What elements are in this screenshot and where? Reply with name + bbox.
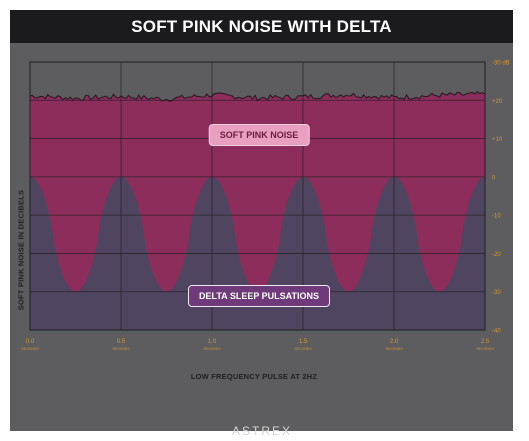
x-tick-label: 1.5 <box>299 339 308 345</box>
plot-border <box>29 61 486 331</box>
pink-noise-label: SOFT PINK NOISE <box>208 124 310 146</box>
y-tick-label: -40 <box>492 329 501 335</box>
y-axis-label: SOFT PINK NOISE IN DECIBELS <box>16 189 26 311</box>
delta-sleep-label: DELTA SLEEP PULSATIONS <box>187 285 331 307</box>
x-tick-label: 0.5 <box>117 339 126 345</box>
x-tick-unit: SECONDS <box>112 347 130 351</box>
y-tick-label: 0 <box>492 175 496 181</box>
x-tick-unit: SECONDS <box>385 347 403 351</box>
y-tick-label: -30 <box>492 290 501 296</box>
chart-title: SOFT PINK NOISE WITH DELTA <box>10 10 513 43</box>
x-tick-unit: SECONDS <box>476 347 494 351</box>
x-axis-label: LOW FREQUENCY PULSE AT 2HZ <box>190 372 318 381</box>
y-tick-label: +20 <box>492 99 503 105</box>
y-tick-label: +10 <box>492 137 503 143</box>
x-tick-label: 0.0 <box>26 339 35 345</box>
tick-labels: -30 dB +20 +10 0 -10 -20 -30 -40 0.0 SECONDS 0.5 SE… <box>21 61 509 352</box>
watermark: ASTREX <box>231 424 293 438</box>
x-tick-unit: SECONDS <box>203 347 221 351</box>
y-tick-label: -10 <box>492 214 501 220</box>
y-tick-label: -20 <box>492 252 501 258</box>
x-tick-label: 2.5 <box>481 339 490 345</box>
x-tick-label: 1.0 <box>208 339 217 345</box>
y-tick-label: -30 dB <box>492 61 510 67</box>
x-tick-label: 2.0 <box>390 339 399 345</box>
x-tick-unit: SECONDS <box>294 347 312 351</box>
x-tick-unit: SECONDS <box>21 347 39 351</box>
